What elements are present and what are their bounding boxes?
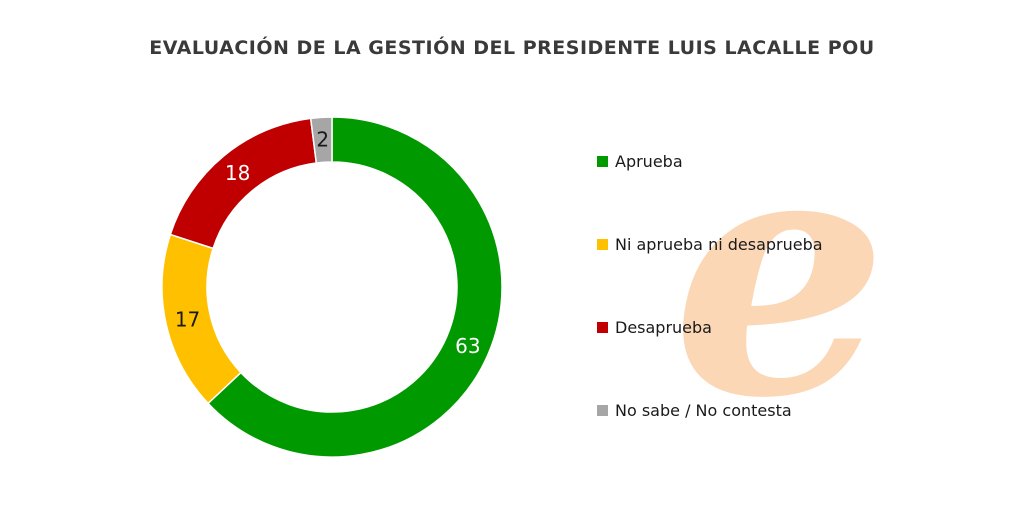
legend-label: Desaprueba (615, 318, 712, 337)
data-label-desaprueba: 18 (225, 161, 250, 185)
legend-item-desaprueba: Desaprueba (597, 318, 712, 337)
slice-aprueba (207, 116, 503, 458)
chart-title: EVALUACIÓN DE LA GESTIÓN DEL PRESIDENTE … (149, 37, 875, 59)
legend-item-ni-aprueba-ni-desaprueba: Ni aprueba ni desaprueba (597, 235, 823, 254)
legend-item-no-sabe-no-contesta: No sabe / No contesta (597, 401, 792, 420)
data-label-no-sabe-no-contesta: 2 (316, 127, 329, 151)
legend-swatch (597, 156, 608, 167)
legend-item-aprueba: Aprueba (597, 152, 683, 171)
legend-swatch (597, 405, 608, 416)
legend-swatch (597, 239, 608, 250)
legend-swatch (597, 322, 608, 333)
slice-no-sabe-no-contesta (309, 116, 333, 164)
watermark-letter: e (672, 130, 888, 430)
legend-label: Ni aprueba ni desaprueba (615, 235, 823, 254)
watermark-logo: e (672, 130, 888, 430)
legend-label: Aprueba (615, 152, 683, 171)
donut-chart: 63 17 18 2 (161, 116, 503, 458)
data-label-aprueba: 63 (455, 334, 480, 358)
slice-ni-aprueba-ni-desaprueba (161, 233, 242, 405)
legend-label: No sabe / No contesta (615, 401, 792, 420)
data-label-ni-aprueba-ni-desaprueba: 17 (175, 307, 200, 331)
